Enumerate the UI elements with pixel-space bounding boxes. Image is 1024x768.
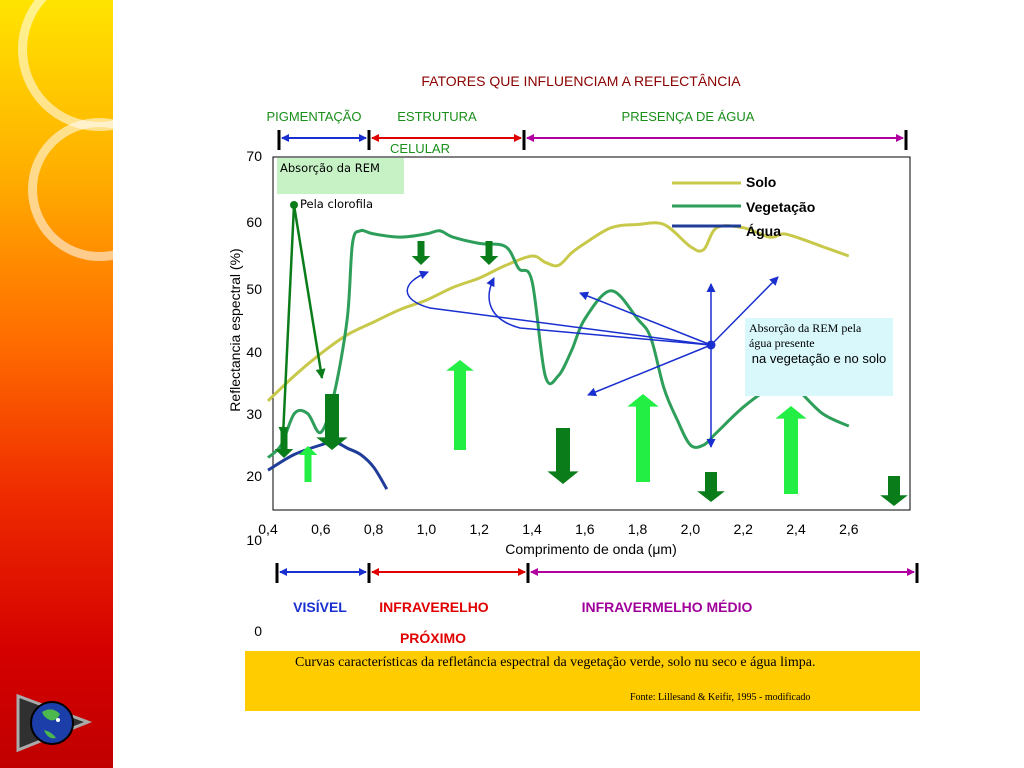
water-annotation-line1: Absorção da REM pela	[749, 321, 862, 335]
factor-label-structure: ESTRUTURA	[397, 109, 477, 124]
absorption-arrow-down	[316, 394, 348, 450]
y-tick-label: 60	[246, 214, 262, 230]
absorption-arrow-down	[479, 241, 499, 265]
x-tick-label: 0,8	[364, 521, 384, 537]
y-tick-label: 70	[246, 148, 262, 164]
x-tick-label: 2,2	[733, 521, 753, 537]
caption-source: Fonte: Lillesand & Keifir, 1995 - modifi…	[630, 692, 811, 703]
factor-label-pigmentation: PIGMENTAÇÃO	[266, 109, 361, 124]
series-line-water	[267, 440, 389, 490]
chlorophyll-annotation-line1: Absorção da REM	[280, 161, 380, 175]
plot-area	[272, 156, 911, 511]
chlorophyll-annotation-box: Absorção da REM	[277, 158, 404, 194]
page-title: FATORES QUE INFLUENCIAM A REFLECTÂNCIA	[421, 73, 741, 89]
figure-caption: Curvas características da refletância es…	[245, 651, 920, 711]
y-axis-title: Reflectancia espectral (%)	[227, 248, 243, 411]
decorative-ring	[28, 118, 171, 261]
region-label-nir-line2: PRÓXIMO	[400, 629, 466, 646]
water-annotation-box: Absorção da REM pela água presente na ve…	[745, 318, 893, 396]
chlorophyll-annotation-line2: Pela clorofila	[300, 197, 374, 211]
water-annotation-line3: na vegetação e no solo	[751, 351, 887, 366]
axis-ticks: 0,4 0,6 0,8 1,0 1,2 1,4 1,6 1,8 2,0 2,2 2,4 2,6 0 10 2…	[246, 148, 858, 639]
region-label-nir: INFRAVERELHO	[379, 599, 489, 615]
reflection-arrow-up	[446, 360, 474, 450]
absorption-arrow-down	[547, 428, 579, 484]
factor-label-structure-line2: CELULAR	[390, 141, 450, 156]
x-tick-label: 0,6	[311, 521, 331, 537]
globe-arrow-logo	[16, 693, 93, 753]
top-brackets	[277, 130, 908, 150]
y-tick-label: 0	[254, 623, 262, 639]
y-tick-label: 40	[246, 344, 262, 360]
region-label-mir: INFRAVERMELHO MÉDIO	[582, 599, 753, 615]
water-annotation-line2: água presente	[749, 336, 815, 350]
x-tick-label: 2,0	[681, 521, 701, 537]
absorption-arrow-down	[411, 241, 431, 265]
chlorophyll-pointer	[278, 201, 326, 437]
x-tick-label: 1,8	[628, 521, 648, 537]
y-tick-label: 50	[246, 281, 262, 297]
x-tick-label: 2,4	[786, 521, 806, 537]
reflection-arrow-up	[775, 406, 807, 494]
series-line-soil	[266, 221, 850, 402]
caption-text: Curvas características da refletância es…	[295, 655, 816, 670]
x-tick-label: 1,6	[575, 521, 595, 537]
legend-label-water: Água	[746, 223, 781, 239]
x-axis-title: Comprimento de onda (μm)	[505, 541, 676, 557]
legend: Solo Vegetação Água	[672, 174, 815, 239]
decorative-sidebar	[0, 0, 181, 768]
absorption-arrow-down	[697, 472, 725, 502]
y-tick-label: 30	[246, 406, 262, 422]
factor-label-water: PRESENÇA DE ÁGUA	[622, 109, 755, 124]
x-tick-label: 1,2	[469, 521, 489, 537]
x-tick-label: 1,0	[417, 521, 437, 537]
legend-label-vegetation: Vegetação	[746, 199, 815, 215]
x-tick-label: 2,6	[839, 521, 859, 537]
series-line-vegetation	[266, 228, 850, 459]
reflection-arrow-up	[298, 446, 318, 482]
reflection-arrow-up	[627, 394, 659, 482]
absorption-arrow-down	[880, 476, 908, 506]
legend-label-soil: Solo	[746, 174, 776, 190]
reflectance-arrows	[274, 241, 908, 506]
x-tick-label: 0,4	[258, 521, 278, 537]
bottom-brackets	[275, 563, 919, 583]
x-tick-label: 1,4	[522, 521, 542, 537]
region-label-visible: VISÍVEL	[293, 599, 347, 615]
absorption-arrow-down	[274, 428, 294, 458]
water-absorption-pointer	[406, 270, 779, 448]
y-tick-label: 10	[246, 532, 262, 548]
y-tick-label: 20	[246, 468, 262, 484]
